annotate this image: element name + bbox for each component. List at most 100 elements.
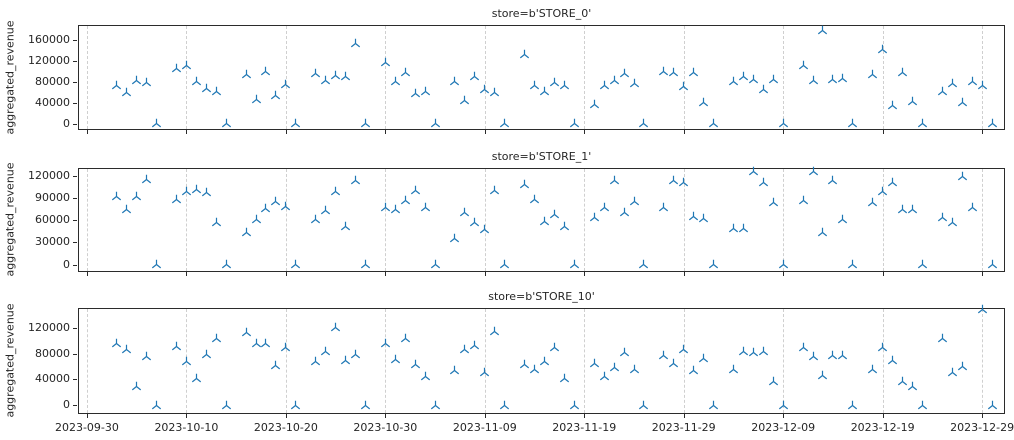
data-point-marker <box>748 74 758 83</box>
x-tickmark <box>484 130 486 134</box>
data-point-marker <box>937 86 947 96</box>
data-point-marker <box>639 118 649 128</box>
data-point-marker <box>689 211 699 221</box>
gridline <box>783 309 785 413</box>
data-point-marker <box>569 259 579 269</box>
x-tickmark <box>584 130 586 134</box>
data-point-marker <box>281 79 291 89</box>
data-point-marker <box>798 61 808 70</box>
gridline <box>285 26 287 129</box>
data-point-marker <box>450 366 460 375</box>
data-point-marker <box>142 174 152 184</box>
data-point-marker <box>778 400 788 409</box>
data-point-marker <box>271 197 281 206</box>
data-point-marker <box>201 83 211 92</box>
data-point-marker <box>251 94 261 103</box>
data-point-marker <box>291 400 301 409</box>
y-tick-label: 0 <box>63 116 70 130</box>
data-point-marker <box>569 118 579 128</box>
data-point-marker <box>639 259 649 269</box>
data-point-marker <box>529 364 540 373</box>
data-point-marker <box>808 166 818 176</box>
data-point-marker <box>331 186 341 196</box>
data-point-marker <box>241 228 251 237</box>
data-point-marker <box>957 97 967 107</box>
data-point-marker <box>878 343 888 352</box>
gridline <box>882 26 884 129</box>
data-point-marker <box>897 377 908 386</box>
data-point-marker <box>699 97 709 107</box>
data-point-marker <box>122 87 132 97</box>
y-tickmark <box>73 81 77 83</box>
data-point-marker <box>251 214 261 224</box>
data-point-marker <box>420 371 430 381</box>
data-point-marker <box>937 212 947 222</box>
data-point-marker <box>132 191 142 200</box>
data-point-marker <box>350 175 361 185</box>
data-point-marker <box>689 366 699 375</box>
y-tickmark <box>73 327 77 329</box>
data-point-marker <box>987 400 997 409</box>
data-point-marker <box>639 400 649 409</box>
data-point-marker <box>420 86 430 96</box>
data-point-marker <box>738 223 748 233</box>
data-point-marker <box>589 212 599 222</box>
data-point-marker <box>221 118 231 128</box>
data-point-marker <box>211 333 221 343</box>
data-point-marker <box>569 400 579 409</box>
data-point-marker <box>549 77 559 87</box>
y-tick-label: 90000 <box>35 191 70 205</box>
data-point-marker <box>917 259 928 269</box>
gridline <box>186 26 188 129</box>
gridline <box>783 169 785 271</box>
x-tickmark <box>285 130 287 134</box>
data-point-marker <box>838 73 848 82</box>
data-point-marker <box>679 82 689 91</box>
data-point-marker <box>778 259 788 269</box>
data-point-marker <box>888 177 898 187</box>
data-point-marker <box>738 346 748 355</box>
x-tickmark <box>86 414 88 418</box>
data-point-marker <box>112 191 122 200</box>
data-point-marker <box>659 350 669 360</box>
data-point-marker <box>808 75 818 85</box>
data-point-marker <box>221 400 231 409</box>
data-point-marker <box>132 75 142 85</box>
x-tick-label: 2023-11-29 <box>651 421 716 434</box>
gridline <box>683 309 685 413</box>
data-point-marker <box>321 205 331 215</box>
gridline <box>484 169 486 271</box>
data-point-marker <box>619 69 629 78</box>
data-point-marker <box>340 72 351 81</box>
y-tick-label: 60000 <box>35 213 70 227</box>
data-point-marker <box>609 75 619 85</box>
data-point-marker <box>480 367 490 377</box>
data-point-marker <box>708 259 719 269</box>
x-tickmark <box>186 414 188 418</box>
data-point-marker <box>907 204 918 214</box>
gridline <box>882 309 884 413</box>
data-point-marker <box>201 349 211 359</box>
data-point-marker <box>699 213 709 223</box>
data-point-marker <box>191 76 201 86</box>
data-point-marker <box>331 323 341 332</box>
data-point-marker <box>430 400 440 409</box>
data-point-marker <box>768 74 778 83</box>
y-tickmark <box>73 39 77 41</box>
y-tick-label: 0 <box>63 398 70 411</box>
data-point-marker <box>520 359 530 369</box>
data-point-marker <box>171 341 182 351</box>
data-point-marker <box>281 201 291 211</box>
data-point-marker <box>619 347 629 357</box>
data-point-marker <box>122 344 132 353</box>
x-tick-label: 2023-12-09 <box>751 421 816 434</box>
x-tickmark <box>683 130 685 134</box>
data-point-marker <box>340 355 351 365</box>
data-point-marker <box>957 171 967 180</box>
x-tick-label: 2023-11-09 <box>452 421 517 434</box>
data-point-marker <box>241 69 251 79</box>
data-point-marker <box>132 381 142 391</box>
data-point-marker <box>838 214 848 224</box>
data-point-marker <box>500 118 510 128</box>
plot-area <box>78 168 1005 272</box>
